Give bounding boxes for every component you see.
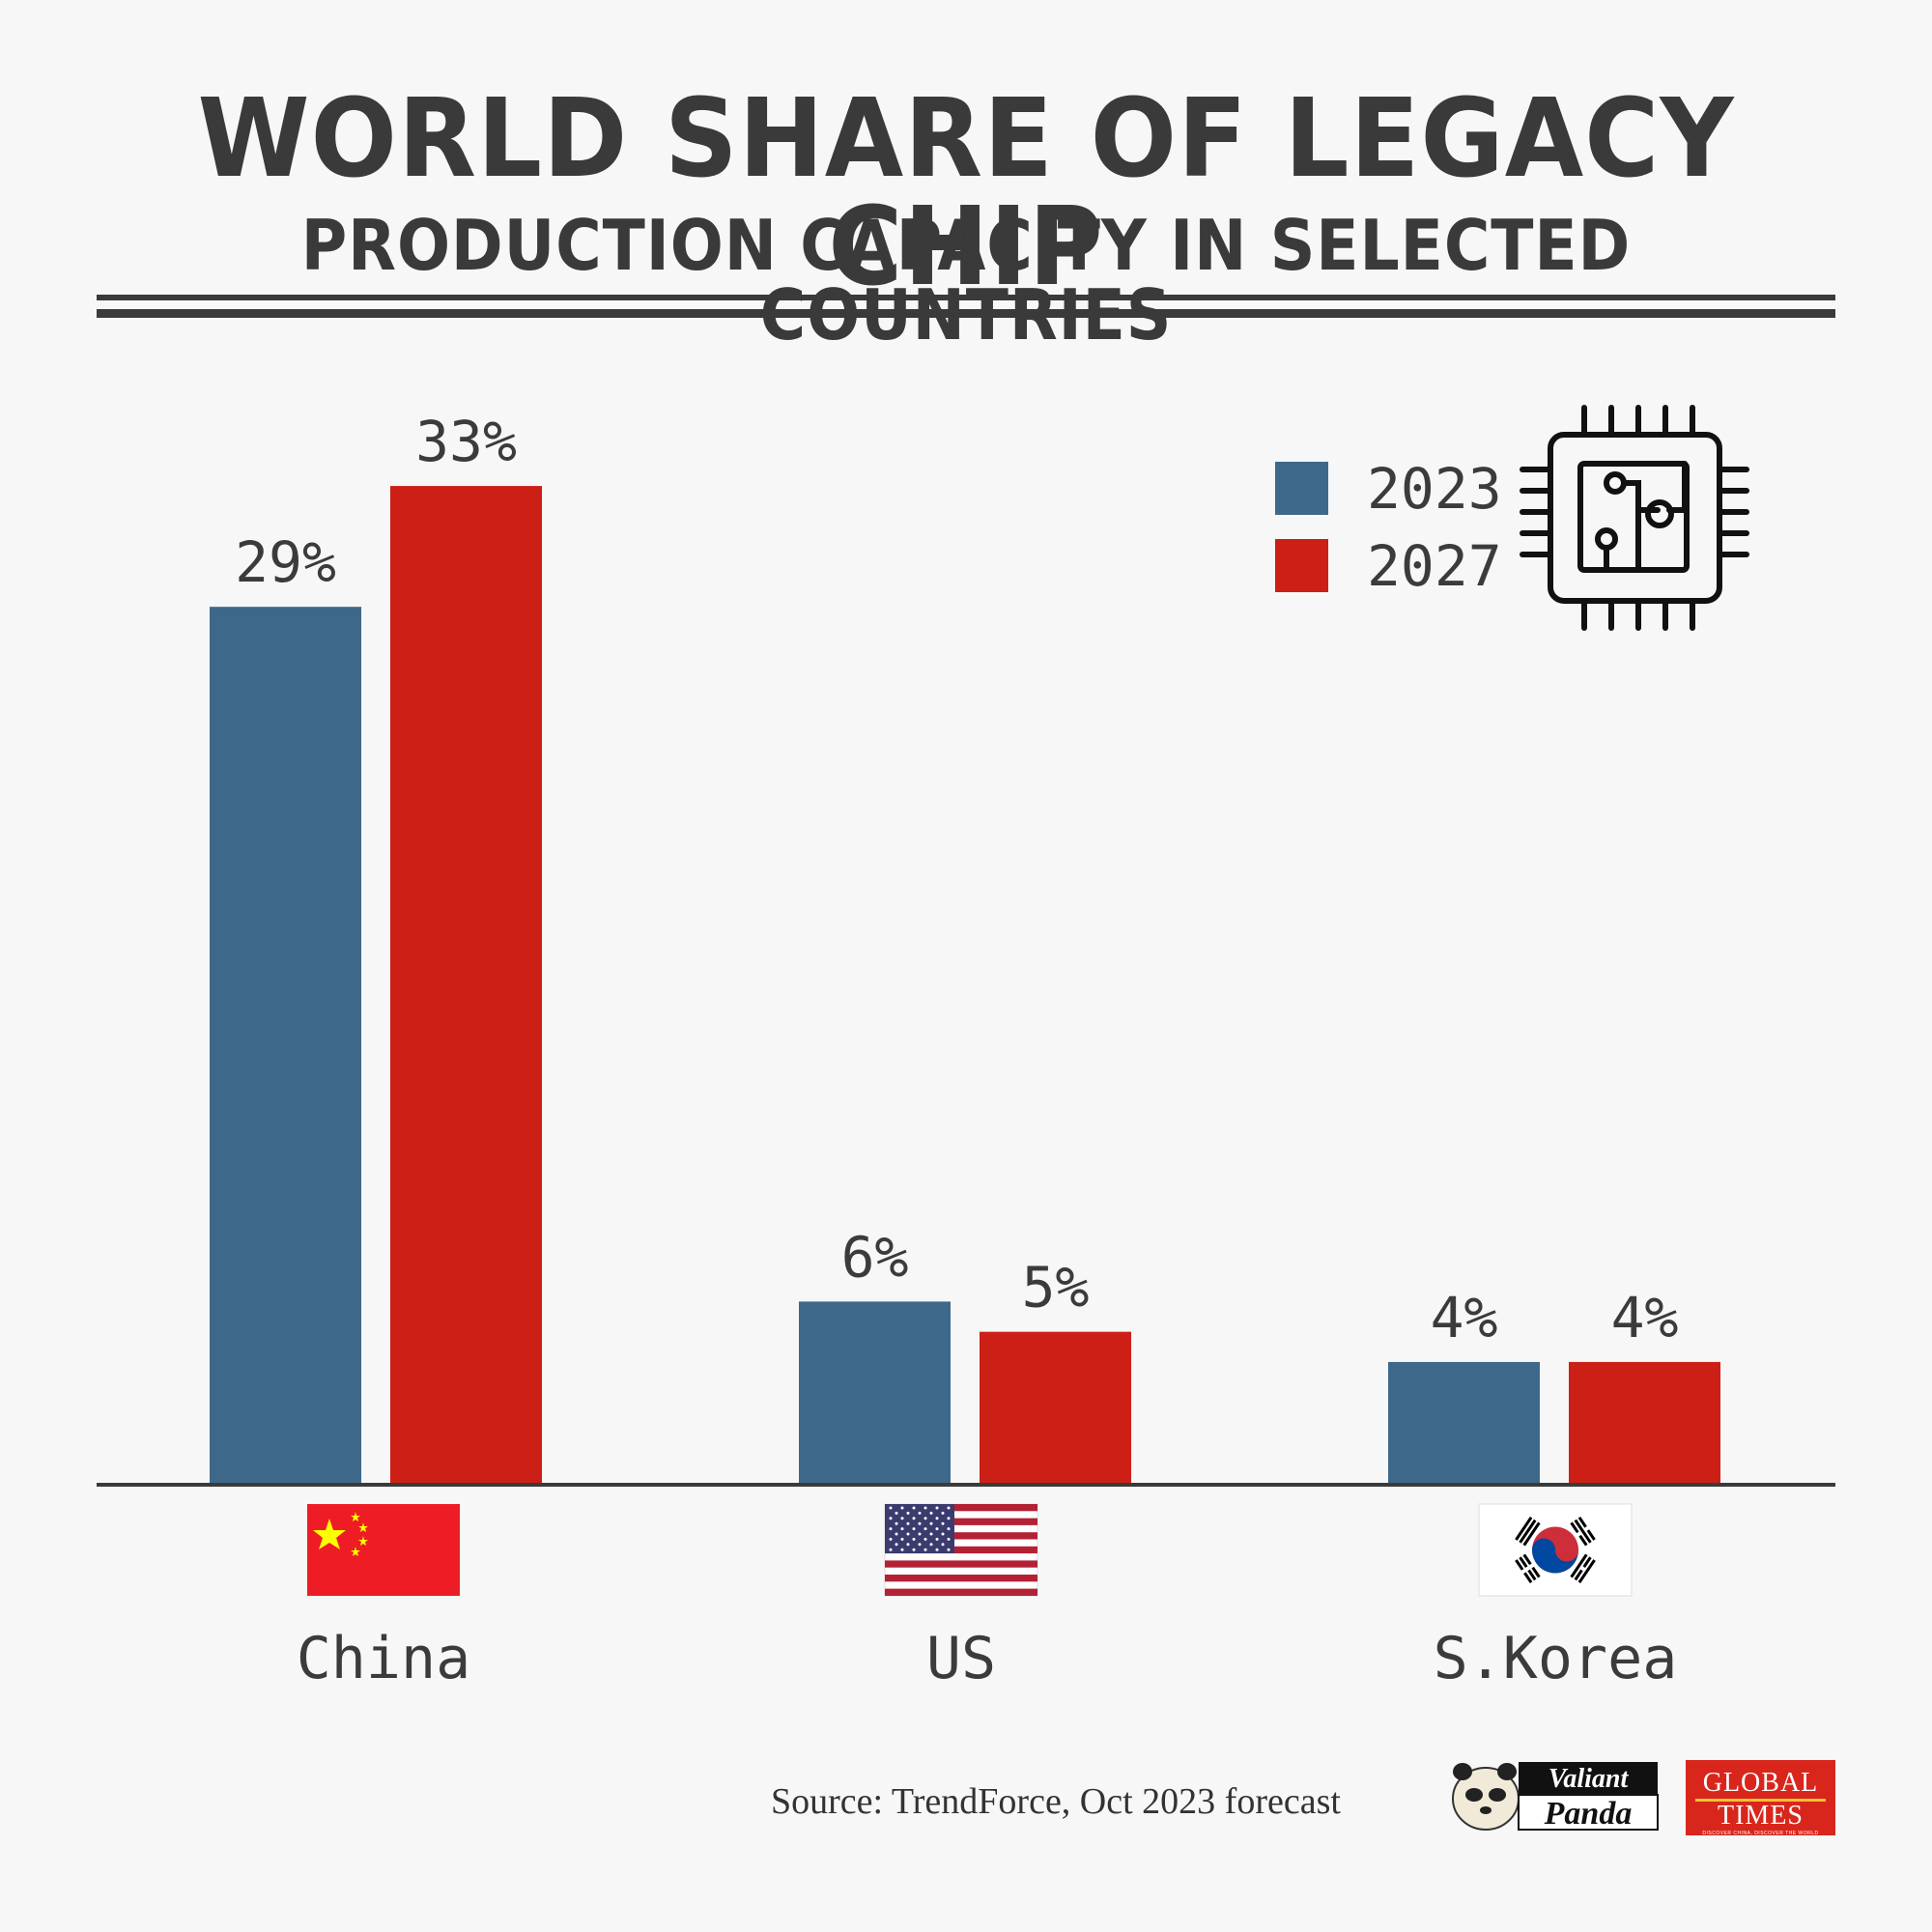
value-labels-group: 29% 6% 4% 33% 5% 4% (235, 409, 1678, 1350)
bar-china-2027 (390, 486, 542, 1484)
brand2-line1: GLOBAL (1702, 1768, 1819, 1798)
bars-group (210, 486, 1720, 1484)
brand2-tagline: DISCOVER CHINA, DISCOVER THE WORLD (1702, 1831, 1819, 1836)
bar-us-2027 (980, 1331, 1131, 1483)
legend-swatch-2023 (1275, 462, 1328, 515)
title-line-2: PRODUCTION CAPACITY IN SELECTED COUNTRIE… (300, 205, 1632, 355)
category-label-s-korea: S.Korea (1434, 1625, 1678, 1692)
bar-s-korea-2027 (1569, 1361, 1720, 1483)
legend: 2023 2027 (1275, 456, 1502, 599)
brand1-line2: Panda (1544, 1796, 1633, 1832)
south-korea-flag-icon (1478, 1503, 1633, 1597)
title-line-1: WORLD SHARE OF LEGACY CHIP (197, 76, 1735, 310)
valiant-panda-logo: Valiant Panda (1452, 1762, 1659, 1832)
value-label-s-korea-2027: 4% (1611, 1285, 1679, 1350)
value-label-china-2023: 29% (235, 529, 336, 595)
global-times-logo: GLOBAL TIMES DISCOVER CHINA, DISCOVER TH… (1686, 1760, 1835, 1836)
bar-us-2023 (799, 1301, 951, 1483)
bar-s-korea-2023 (1388, 1361, 1540, 1483)
bar-china-2023 (210, 607, 361, 1483)
title-rule-thin (97, 295, 1835, 300)
value-label-us-2023: 6% (841, 1224, 909, 1290)
brand2-line2: TIMES (1718, 1801, 1804, 1831)
category-label-us: US (926, 1625, 996, 1692)
microchip-icon (1520, 405, 1749, 631)
value-label-us-2027: 5% (1022, 1255, 1090, 1321)
legend-label-2023: 2023 (1367, 456, 1502, 522)
category-label-china: China (297, 1625, 471, 1692)
source-note: Source: TrendForce, Oct 2023 forecast (771, 1781, 1341, 1822)
value-label-s-korea-2023: 4% (1431, 1285, 1498, 1350)
title-rule-thick (97, 309, 1835, 318)
brand1-line1: Valiant (1548, 1764, 1630, 1794)
brand2-divider (1695, 1799, 1826, 1802)
us-flag-icon (884, 1503, 1038, 1597)
legend-swatch-2027 (1275, 539, 1328, 592)
value-label-china-2027: 33% (415, 409, 517, 474)
legend-label-2027: 2027 (1367, 533, 1502, 599)
china-flag-icon (307, 1504, 460, 1596)
